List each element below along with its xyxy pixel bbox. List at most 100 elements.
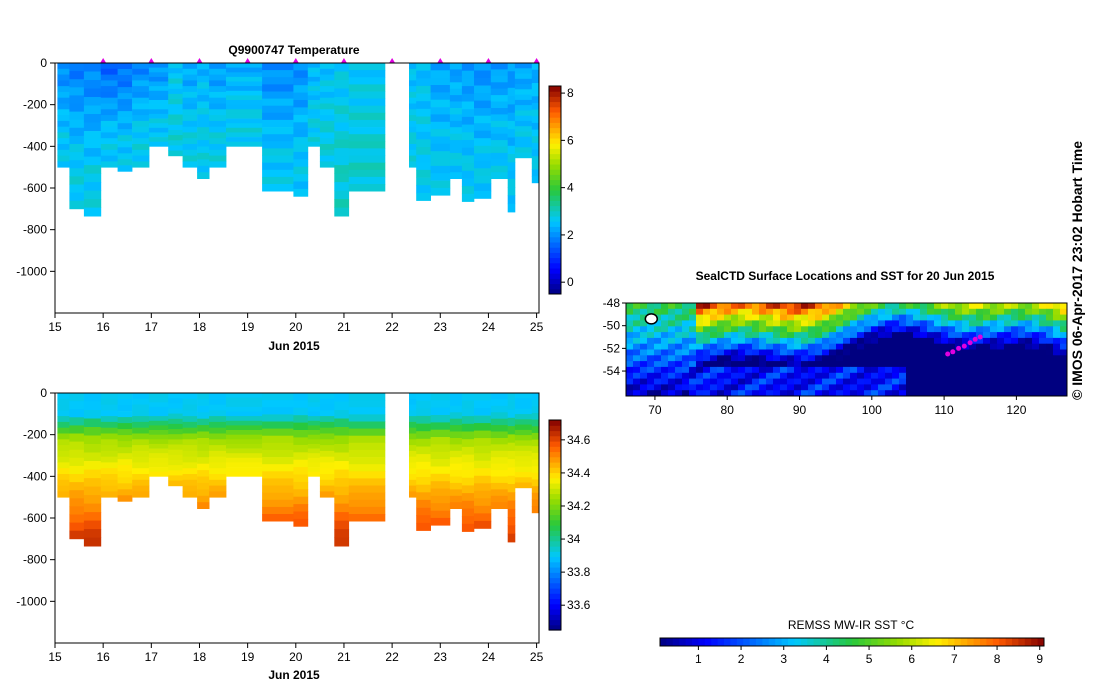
sst-cell	[920, 314, 928, 321]
section-cell	[168, 460, 183, 466]
section-cell	[416, 408, 431, 417]
section-cell	[307, 434, 321, 440]
section-cell	[197, 146, 210, 154]
section-cell	[83, 452, 102, 462]
x-tick-label: 80	[721, 403, 735, 417]
section-cell	[117, 129, 133, 136]
section-cell	[507, 508, 516, 518]
section-cell	[416, 484, 431, 493]
sst-cell	[829, 332, 837, 339]
section-cell	[490, 482, 509, 490]
sst-cell	[1053, 361, 1061, 368]
section-cell	[319, 155, 335, 162]
colorbar-swatch	[549, 226, 561, 233]
section-cell	[430, 136, 451, 145]
section-cell	[83, 97, 102, 106]
section-cell	[197, 108, 210, 115]
sst-cell	[724, 320, 732, 327]
section-cell	[69, 393, 85, 402]
colorbar-tick-label: 5	[866, 652, 873, 666]
sst-cell	[759, 349, 767, 356]
section-cell	[262, 485, 294, 493]
colorbar-tick-label: 34.2	[567, 499, 591, 513]
colorbar-swatch	[549, 519, 561, 526]
colorbar-swatch	[549, 509, 561, 516]
section-cell	[132, 63, 150, 70]
section-cell	[226, 113, 263, 119]
colorbar-swatch	[800, 638, 808, 646]
section-cell	[430, 158, 451, 167]
section-cell	[409, 161, 417, 168]
sst-cell	[906, 390, 914, 397]
sst-cell	[703, 343, 711, 350]
section-cell	[100, 410, 119, 417]
sst-cell	[654, 384, 662, 391]
section-cell	[148, 434, 169, 440]
section-cell	[307, 443, 321, 449]
section-cell	[348, 91, 386, 99]
colorbar-swatch	[549, 252, 561, 259]
sst-cell	[1053, 332, 1061, 339]
sst-cell	[738, 332, 746, 339]
sst-cell	[654, 355, 662, 362]
section-cell	[168, 93, 183, 100]
section-cell	[226, 425, 263, 431]
x-tick-label: 24	[482, 650, 496, 664]
sst-cell	[1060, 355, 1068, 362]
section-cell	[293, 188, 309, 197]
sst-cell	[1011, 308, 1019, 315]
sst-cell	[745, 361, 753, 368]
section-cell	[490, 399, 509, 407]
section-cell	[226, 434, 263, 440]
section-cell	[69, 200, 85, 210]
colorbar-swatch	[549, 278, 561, 285]
sst-cell	[1039, 343, 1047, 350]
sst-cell	[976, 361, 984, 368]
section-cell	[293, 122, 309, 131]
sst-cell	[899, 384, 907, 391]
sst-cell	[1046, 332, 1054, 339]
temperature-panel: Q9900747 Temperature 15 16 17 18 19 20 21 22 23 2…	[16, 43, 574, 353]
section-cell	[83, 173, 102, 183]
sst-cell	[1018, 314, 1026, 321]
sst-cell	[731, 372, 739, 379]
section-cell	[209, 132, 227, 139]
sst-cell	[640, 378, 648, 385]
colorbar-swatch	[549, 498, 561, 505]
sst-cell	[731, 314, 739, 321]
sst-cell	[850, 326, 858, 333]
sst-cell	[682, 384, 690, 391]
sst-cell	[1039, 337, 1047, 345]
sst-cell	[990, 314, 998, 321]
section-cell	[514, 472, 533, 478]
salinity-panel: 15 16 17 18 19 20 21 22 23 24 25 0-200-400-600-800…	[16, 386, 590, 682]
colorbar-swatch	[549, 86, 561, 92]
section-cell	[197, 133, 210, 141]
sst-cell	[1060, 303, 1068, 310]
section-cell	[182, 410, 198, 417]
section-cell	[83, 529, 102, 538]
section-cell	[262, 184, 294, 192]
sst-cell	[696, 332, 704, 339]
sst-cell	[843, 308, 851, 315]
section-cell	[132, 149, 150, 156]
section-cell	[293, 481, 309, 490]
section-cell	[182, 450, 198, 458]
section-cell	[132, 462, 150, 469]
sst-cell	[990, 378, 998, 385]
section-cell	[507, 434, 516, 444]
sst-cell	[808, 308, 816, 315]
sst-cell	[976, 390, 984, 397]
section-cell	[409, 149, 417, 156]
section-cell	[182, 416, 198, 423]
section-cell	[307, 430, 321, 435]
sst-cell	[633, 372, 641, 379]
sst-cell	[787, 320, 795, 327]
section-cell	[531, 142, 540, 150]
sst-cell	[745, 378, 753, 385]
sst-cell	[822, 355, 830, 362]
section-cell	[514, 94, 533, 101]
section-cell	[69, 63, 85, 72]
sst-cell	[808, 343, 816, 350]
section-cell	[514, 414, 533, 420]
